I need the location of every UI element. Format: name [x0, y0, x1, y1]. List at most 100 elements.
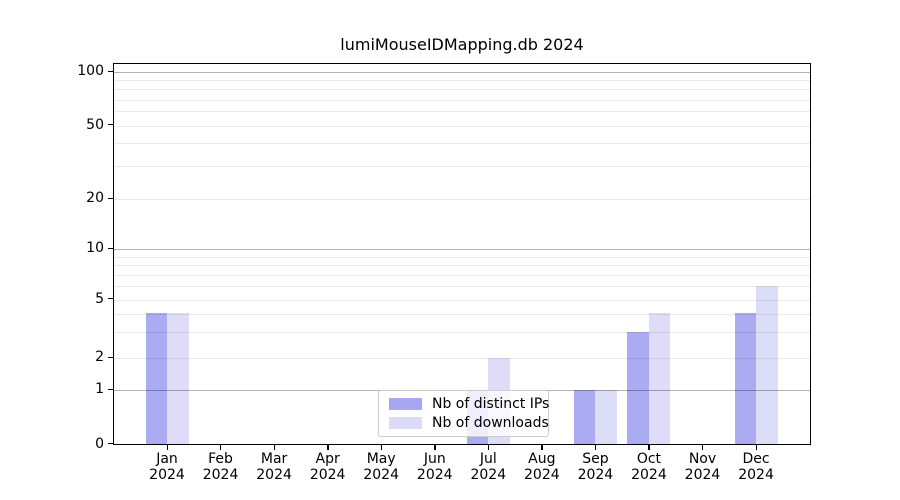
x-tick-month: Apr [315, 451, 340, 467]
x-tick-label-mar: Mar 2024 [239, 451, 309, 483]
y-tick-label: 0 [95, 435, 104, 452]
gridline-minor [114, 256, 810, 258]
y-tick-mark [108, 247, 113, 249]
x-tick-month: Aug [528, 451, 556, 467]
x-tick-mark [220, 445, 222, 450]
gridline-minor [114, 89, 810, 91]
y-tick-mark [108, 197, 113, 199]
x-tick-year: 2024 [684, 467, 721, 483]
x-tick-year: 2024 [309, 467, 346, 483]
x-tick-mark [327, 445, 329, 450]
bar-downloads-oct [648, 313, 671, 444]
gridline-minor [114, 299, 810, 301]
x-tick-month: Mar [260, 451, 288, 467]
y-tick-label: 20 [86, 190, 104, 206]
y-tick-mark [108, 356, 113, 358]
x-tick-mark [648, 445, 650, 450]
gridline-minor [114, 274, 810, 276]
x-tick-year: 2024 [738, 467, 774, 483]
x-tick-label-jun: Jun 2024 [400, 451, 470, 483]
gridline-minor [114, 99, 810, 101]
legend-swatch-distinct-ips [389, 398, 422, 410]
x-tick-year: 2024 [577, 467, 614, 483]
gridline-minor [114, 332, 810, 334]
x-tick-mark [273, 445, 275, 450]
x-tick-month: Nov [688, 451, 717, 467]
gridline-minor [114, 265, 810, 267]
x-tick-month: May [366, 451, 396, 467]
gridline-major [114, 249, 810, 250]
x-tick-month: Jan [156, 451, 178, 467]
y-tick-label: 50 [86, 116, 104, 133]
y-tick-label: 1 [95, 381, 104, 397]
legend-row-downloads: Nb of downloads [389, 415, 549, 431]
x-tick-label-aug: Aug 2024 [507, 451, 577, 483]
x-tick-label-may: May 2024 [346, 451, 416, 483]
gridline-minor [114, 125, 810, 127]
x-tick-year: 2024 [363, 467, 399, 483]
gridline-minor [114, 199, 810, 200]
x-tick-month: Sep [582, 451, 609, 467]
x-tick-label-feb: Feb 2024 [186, 451, 256, 483]
y-tick-mark [108, 388, 113, 390]
legend-label-distinct-ips: Nb of distinct IPs [432, 396, 550, 412]
x-tick-year: 2024 [470, 467, 507, 483]
gridline-minor [114, 111, 810, 113]
x-tick-label-oct: Oct 2024 [614, 451, 684, 483]
legend-row-distinct-ips: Nb of distinct IPs [389, 396, 549, 412]
y-tick-mark [108, 298, 113, 300]
x-tick-mark [166, 445, 168, 450]
y-tick-label: 10 [86, 240, 104, 256]
x-tick-year: 2024 [524, 467, 560, 483]
bar-distinct-ips-sep [573, 389, 596, 444]
x-tick-mark [702, 445, 704, 450]
x-tick-year: 2024 [149, 467, 185, 483]
x-tick-label-jan: Jan 2024 [132, 451, 202, 483]
chart-title: lumiMouseIDMapping.db 2024 [340, 35, 584, 54]
bar-distinct-ips-dec [734, 313, 757, 444]
gridline-major [114, 72, 810, 73]
gridline-minor [114, 313, 810, 315]
legend: Nb of distinct IPs Nb of downloads [378, 390, 549, 437]
x-tick-label-sep: Sep 2024 [560, 451, 630, 483]
plot-area [113, 63, 811, 445]
x-tick-year: 2024 [631, 467, 667, 483]
gridline-minor [114, 143, 810, 145]
x-tick-label-dec: Dec 2024 [721, 451, 791, 483]
x-tick-year: 2024 [256, 467, 292, 483]
y-tick-label: 5 [95, 290, 104, 307]
x-tick-label-jul: Jul 2024 [453, 451, 523, 483]
x-tick-month: Oct [636, 451, 662, 467]
y-tick-label: 100 [77, 63, 104, 79]
x-tick-label-apr: Apr 2024 [293, 451, 363, 483]
x-tick-mark [594, 445, 597, 450]
legend-label-downloads: Nb of downloads [432, 415, 549, 431]
bar-downloads-jan [167, 313, 189, 444]
x-tick-mark [487, 445, 490, 450]
bar-downloads-dec [756, 285, 778, 444]
x-tick-month: Dec [742, 451, 770, 467]
x-tick-mark [755, 445, 757, 450]
y-tick-mark [108, 124, 113, 126]
gridline-minor [114, 166, 810, 168]
x-tick-month: Feb [208, 451, 233, 467]
bar-downloads-sep [595, 389, 617, 444]
x-tick-year: 2024 [416, 467, 453, 483]
x-tick-mark [380, 445, 383, 450]
legend-swatch-downloads [389, 417, 422, 429]
x-tick-label-nov: Nov 2024 [668, 451, 738, 483]
x-tick-month: Jun [423, 451, 446, 467]
x-tick-month: Jul [479, 451, 497, 467]
y-tick-mark [108, 70, 113, 72]
x-tick-mark [434, 445, 436, 450]
y-tick-label: 2 [95, 349, 104, 365]
gridline-minor [114, 358, 810, 359]
y-tick-mark [108, 443, 113, 445]
bar-distinct-ips-jan [145, 313, 167, 444]
x-tick-mark [541, 445, 543, 450]
gridline-minor [114, 286, 810, 288]
x-tick-year: 2024 [202, 467, 239, 483]
bar-distinct-ips-oct [627, 331, 649, 444]
gridline-minor [114, 80, 810, 82]
